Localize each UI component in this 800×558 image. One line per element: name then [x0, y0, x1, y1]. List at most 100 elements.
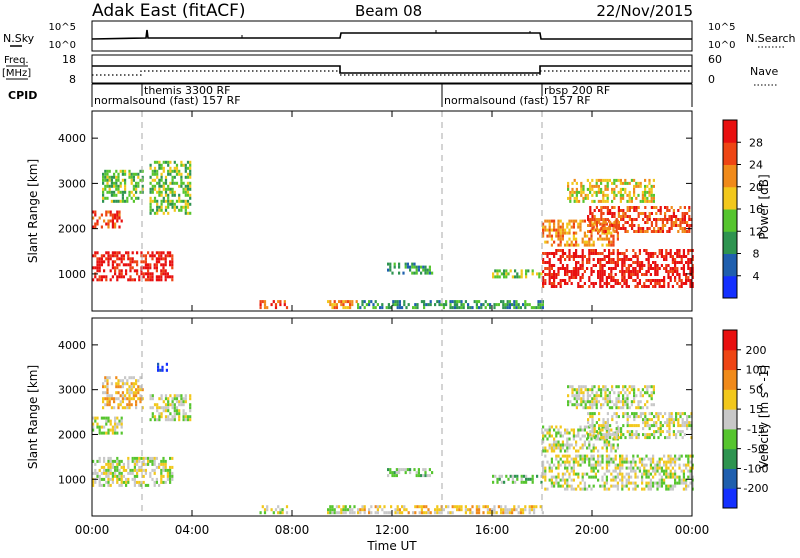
power-echo-cell: [109, 278, 112, 282]
power-echo-cell: [169, 160, 172, 164]
velocity-echo-cell: [92, 416, 95, 420]
power-echo-cell: [151, 272, 154, 276]
power-echo-cell: [668, 230, 671, 233]
velocity-echo-cell: [608, 443, 611, 447]
velocity-echo-region: [149, 394, 192, 422]
power-echo-cell: [164, 272, 167, 276]
noise-sky-line: [91, 29, 692, 40]
power-echo-cell: [561, 222, 564, 226]
power-echo-cell: [588, 285, 591, 288]
power-echo-cell: [98, 278, 101, 282]
power-echo-cell: [610, 285, 613, 288]
velocity-echo-cell: [569, 385, 572, 389]
power-echo-cell: [496, 269, 499, 273]
power-echo-cell: [615, 224, 618, 227]
power-echo-cell: [624, 178, 627, 182]
velocity-echo-cell: [604, 427, 607, 431]
power-echo-cell: [184, 187, 187, 191]
power-echo-cell: [557, 222, 560, 226]
power-echo-cell: [155, 269, 158, 273]
velocity-echo-cell: [107, 483, 110, 487]
velocity-echo-cell: [667, 457, 670, 461]
power-echo-cell: [553, 255, 556, 258]
velocity-echo-cell: [553, 437, 556, 441]
power-echo-cell: [587, 218, 590, 221]
velocity-echo-cell: [667, 484, 670, 488]
velocity-echo-cell: [658, 472, 661, 476]
power-echo-cell: [664, 206, 667, 209]
velocity-echo-cell: [649, 472, 652, 476]
velocity-echo-cell: [511, 480, 514, 484]
velocity-echo-cell: [161, 368, 164, 372]
power-echo-cell: [575, 264, 578, 267]
power-echo-cell: [644, 184, 647, 188]
power-echo-cell: [666, 209, 669, 212]
power-echo-cell: [646, 199, 649, 203]
velocity-echo-cell: [667, 454, 670, 458]
power-echo-cell: [417, 268, 420, 272]
power-echo-cell: [141, 169, 144, 173]
power-echo-cell: [594, 228, 597, 232]
velocity-echo-cell: [555, 481, 558, 485]
power-echo-cell: [411, 262, 414, 266]
velocity-echo-cell: [619, 478, 622, 482]
power-echo-cell: [142, 254, 145, 258]
power-echo-cell: [608, 178, 611, 182]
velocity-echo-cell: [580, 397, 583, 401]
velocity-echo-cell: [649, 484, 652, 488]
power-echo-cell: [147, 278, 150, 282]
power-echo-cell: [604, 187, 607, 191]
velocity-echo-cell: [335, 511, 338, 515]
power-echo-cell: [283, 303, 286, 307]
velocity-echo-cell: [109, 465, 112, 469]
power-echo-cell: [613, 206, 616, 209]
noise-left-tick-bottom: 10^0: [49, 40, 76, 51]
power-echo-cell: [611, 224, 614, 227]
power-echo-cell: [654, 282, 657, 285]
power-echo-cell: [153, 211, 157, 215]
velocity-echo-cell: [622, 394, 625, 398]
power-echo-cell: [555, 273, 558, 276]
velocity-echo-cell: [682, 487, 685, 491]
power-echo-cell: [623, 273, 626, 276]
power-echo-cell: [451, 300, 454, 304]
power-echo-cell: [580, 190, 583, 194]
power-echo-cell: [674, 261, 677, 264]
velocity-echo-cell: [669, 472, 672, 476]
velocity-echo-cell: [592, 466, 595, 470]
velocity-echo-cell: [604, 424, 607, 428]
power-echo-cell: [357, 306, 360, 310]
velocity-echo-cell: [656, 463, 659, 467]
power-echo-cell: [503, 269, 506, 273]
velocity-echo-cell: [368, 508, 371, 512]
power-echo-cell: [645, 258, 648, 261]
velocity-echo-cell: [635, 436, 638, 440]
velocity-echo-cell: [616, 434, 619, 438]
velocity-echo-cell: [130, 376, 133, 380]
velocity-echo-cell: [602, 397, 605, 401]
velocity-echo-cell: [456, 508, 459, 512]
velocity-echo-cell: [652, 391, 655, 395]
power-echo-cell: [598, 230, 601, 233]
velocity-echo-cell: [114, 468, 117, 472]
velocity-echo-cell: [586, 425, 589, 429]
velocity-echo-cell: [652, 475, 655, 479]
velocity-echo-cell: [571, 403, 574, 407]
power-echo-cell: [582, 187, 585, 191]
velocity-echo-cell: [153, 403, 157, 407]
velocity-echo-cell: [591, 397, 594, 401]
velocity-echo-cell: [357, 508, 360, 512]
time-tick-label: 12:00: [375, 523, 410, 537]
velocity-echo-cell: [631, 424, 634, 428]
power-echo-cell: [114, 269, 117, 273]
velocity-echo-cell: [331, 511, 334, 515]
velocity-echo-cell: [128, 385, 131, 389]
velocity-echo-cell: [427, 508, 430, 512]
velocity-echo-cell: [135, 379, 138, 383]
power-echo-cell: [493, 303, 496, 307]
power-echo-cell: [639, 230, 642, 233]
velocity-echo-cell: [158, 412, 161, 416]
velocity-echo-cell: [102, 406, 105, 410]
velocity-echo-cell: [102, 382, 105, 386]
velocity-echo-cell: [622, 406, 625, 410]
